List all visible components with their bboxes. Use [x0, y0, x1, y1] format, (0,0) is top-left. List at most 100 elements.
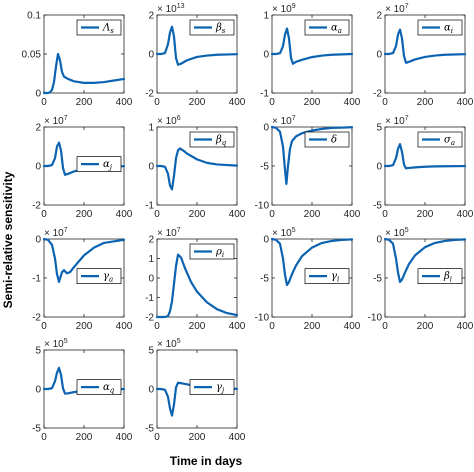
x-tick-label: 400	[344, 97, 361, 108]
x-tick-label: 0	[154, 97, 160, 108]
subplot-10: -2 -1 0 1 2 0 200 400 × 107 ρi	[145, 227, 246, 332]
y-tick-label: 5	[35, 346, 41, 357]
sci-multiplier: × 107	[44, 115, 68, 127]
y-tick-label: 0	[35, 89, 41, 100]
y-tick-label: -2	[145, 313, 154, 324]
sci-multiplier: × 105	[157, 338, 181, 350]
subplot-9: -2 -1 0 0 200 400 × 107 γa	[32, 227, 133, 332]
legend-label: γa	[103, 271, 113, 284]
y-tick-label: -2	[373, 89, 382, 100]
y-tick-label: 0	[35, 162, 41, 173]
x-tick-label: 200	[189, 97, 206, 108]
legend: αq	[76, 379, 122, 395]
legend: αi	[417, 19, 463, 36]
x-tick-label: 400	[229, 432, 246, 443]
legend-label: βs	[215, 23, 226, 36]
y-tick-label: -10	[368, 313, 383, 324]
y-tick-label: 0	[35, 235, 41, 246]
x-tick-label: 0	[154, 209, 160, 220]
x-tick-label: 0	[269, 97, 275, 108]
legend-label: βq	[215, 135, 227, 148]
series-line	[270, 125, 354, 186]
y-tick-label: 0.1	[27, 11, 41, 22]
x-tick-label: 0	[154, 432, 160, 443]
x-tick-label: 0	[269, 209, 275, 220]
x-tick-label: 200	[76, 432, 93, 443]
series-line	[155, 25, 239, 66]
y-tick-label: -10	[255, 313, 270, 324]
series-line	[155, 147, 239, 191]
y-tick-label: 0	[35, 385, 41, 396]
sci-multiplier: × 106	[157, 115, 181, 127]
x-tick-label: 0	[269, 321, 275, 332]
x-tick-label: 400	[229, 97, 246, 108]
legend: γi	[304, 268, 350, 284]
x-tick-label: 200	[76, 321, 93, 332]
x-tick-label: 0	[41, 432, 47, 443]
x-tick-label: 0	[41, 97, 47, 108]
sci-multiplier: × 107	[385, 115, 409, 127]
x-tick-label: 0	[382, 209, 388, 220]
y-tick-label: -5	[260, 162, 269, 173]
y-tick-label: 0	[148, 274, 154, 285]
legend-label: αa	[331, 23, 342, 36]
x-tick-label: 200	[304, 209, 321, 220]
y-tick-label: 5	[148, 346, 154, 357]
x-tick-label: 400	[116, 432, 133, 443]
subplot-11: -10 -5 0 0 200 400 × 105 γi	[255, 227, 361, 332]
x-tick-label: 0	[41, 209, 47, 220]
x-tick-label: 0	[154, 321, 160, 332]
sci-multiplier: × 109	[272, 3, 296, 15]
legend-label: αi	[444, 23, 453, 36]
series-line	[155, 253, 239, 319]
y-tick-label: 1	[148, 123, 154, 134]
x-tick-label: 400	[116, 209, 133, 220]
x-tick-label: 400	[344, 209, 361, 220]
x-tick-label: 400	[229, 209, 246, 220]
y-tick-label: -1	[145, 201, 154, 212]
x-tick-label: 200	[417, 97, 434, 108]
x-tick-label: 400	[344, 321, 361, 332]
y-tick-label: -10	[255, 201, 270, 212]
sci-multiplier: × 105	[44, 338, 68, 350]
x-tick-label: 200	[417, 209, 434, 220]
legend-label: αj	[103, 159, 113, 172]
y-tick-label: 0	[263, 50, 269, 61]
y-tick-label: 2	[148, 11, 154, 22]
x-tick-label: 200	[76, 97, 93, 108]
x-tick-label: 200	[304, 321, 321, 332]
y-tick-label: 1	[263, 11, 269, 22]
x-tick-label: 0	[41, 321, 47, 332]
y-tick-label: 0	[263, 123, 269, 134]
legend: αa	[304, 19, 350, 36]
legend: σa	[417, 131, 463, 148]
sci-multiplier: × 107	[385, 3, 409, 15]
sci-multiplier: × 105	[385, 227, 409, 239]
y-tick-label: 0	[148, 162, 154, 173]
y-tick-label: -2	[145, 89, 154, 100]
subplot-1: 0 0.05 0.1 0 200 400 Λs	[22, 11, 133, 109]
series-line	[383, 237, 467, 283]
y-tick-label: -2	[32, 201, 41, 212]
y-tick-label: 0	[376, 235, 382, 246]
legend-label: δ	[331, 135, 337, 146]
legend: δ	[304, 131, 350, 148]
x-tick-label: 200	[189, 432, 206, 443]
figure-xlabel: Time in days	[170, 454, 243, 468]
legend-label: Λs	[102, 23, 114, 36]
x-tick-label: 200	[189, 209, 206, 220]
legend-label: ρi	[215, 247, 224, 260]
y-tick-label: 5	[376, 123, 382, 134]
legend: βi	[417, 268, 463, 284]
y-tick-label: -5	[373, 201, 382, 212]
y-tick-label: 0	[376, 50, 382, 61]
x-tick-label: 400	[457, 321, 474, 332]
legend: βs	[189, 19, 235, 36]
y-tick-label: -2	[32, 313, 41, 324]
